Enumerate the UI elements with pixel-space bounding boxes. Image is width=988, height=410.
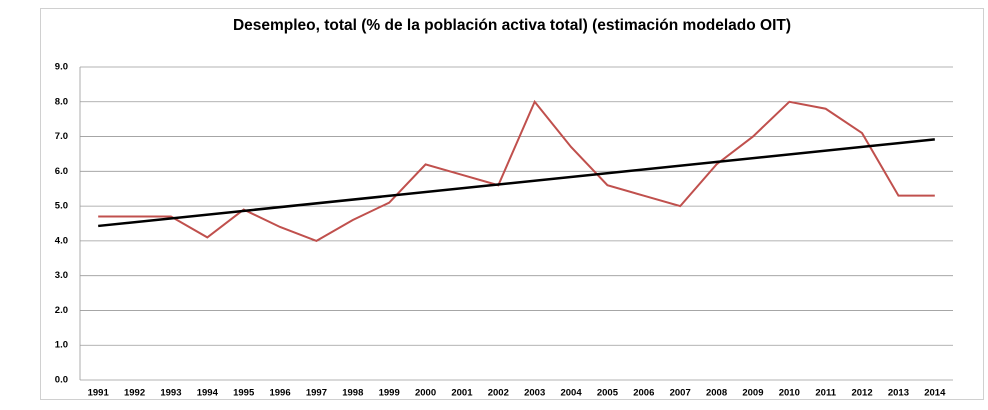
x-tick-label: 2002 xyxy=(488,388,509,399)
x-tick-label: 1995 xyxy=(233,388,255,399)
x-tick-label: 2014 xyxy=(924,388,946,399)
y-tick-label: 8.0 xyxy=(55,96,68,107)
x-tick-label: 1993 xyxy=(160,388,181,399)
x-tick-label: 2005 xyxy=(597,388,619,399)
x-tick-label: 2009 xyxy=(742,388,763,399)
y-tick-label: 2.0 xyxy=(55,305,68,316)
chart-title: Desempleo, total (% de la población acti… xyxy=(232,17,792,34)
x-tick-label: 2010 xyxy=(779,388,800,399)
y-tick-label: 4.0 xyxy=(55,235,68,246)
x-tick-label: 1992 xyxy=(124,388,145,399)
y-tick-label: 5.0 xyxy=(55,201,68,212)
x-tick-label: 1998 xyxy=(342,388,363,399)
y-tick-label: 7.0 xyxy=(55,131,68,142)
x-tick-label: 2007 xyxy=(670,388,691,399)
chart-frame xyxy=(40,8,984,400)
x-tick-label: 2001 xyxy=(451,388,473,399)
x-tick-label: 2003 xyxy=(524,388,545,399)
x-tick-label: 1994 xyxy=(197,388,219,399)
x-tick-label: 2004 xyxy=(560,388,582,399)
x-tick-label: 1996 xyxy=(269,388,290,399)
x-tick-label: 2008 xyxy=(706,388,727,399)
y-tick-label: 0.0 xyxy=(55,375,68,386)
x-tick-label: 2006 xyxy=(633,388,654,399)
x-tick-label: 2013 xyxy=(888,388,909,399)
x-tick-label: 1999 xyxy=(379,388,400,399)
y-tick-label: 6.0 xyxy=(55,166,68,177)
data-line xyxy=(98,99,935,242)
x-tick-label: 2012 xyxy=(851,388,872,399)
x-tick-label: 1991 xyxy=(88,388,110,399)
y-tick-label: 9.0 xyxy=(55,62,68,73)
y-tick-label: 1.0 xyxy=(55,340,68,351)
x-tick-label: 1997 xyxy=(306,388,327,399)
x-tick-label: 2011 xyxy=(815,388,836,399)
trend-line xyxy=(98,138,935,228)
y-tick-label: 3.0 xyxy=(55,270,68,281)
x-tick-label: 2000 xyxy=(415,388,436,399)
